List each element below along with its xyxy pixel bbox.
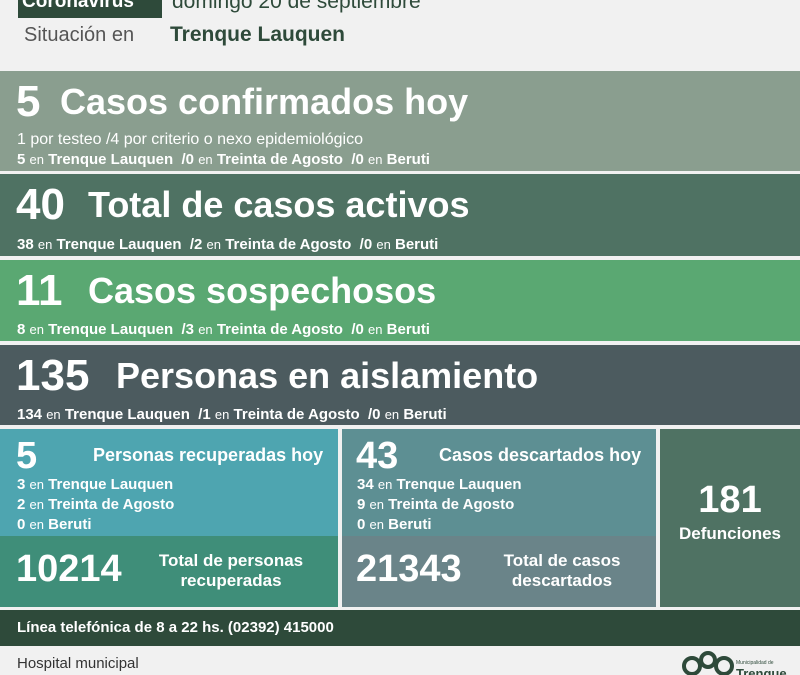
defunciones-title: Defunciones [678,524,782,543]
descartados-box: 43 Casos descartados hoy 34 en Trenque L… [342,429,656,536]
descartados-total-box: 21343 Total de casos descartados [342,536,656,607]
descartados-number: 43 [356,435,399,477]
confirmados-locations: 5 en Trenque Lauquen /0 en Treinta de Ag… [17,151,430,168]
recuperadas-total-box: 10214 Total de personas recuperadas [0,536,338,607]
header-badge: Coronavirus [18,0,162,18]
confirmados-title: Casos confirmados hoy [60,81,469,122]
recuperadas-number: 5 [16,435,38,477]
descartados-total-title: Total de casos descartados [503,551,621,590]
activos-band: 40 Total de casos activos 38 en Trenque … [0,174,800,256]
aislamiento-locations: 134 en Trenque Lauquen /1 en Treinta de … [17,406,447,423]
logo-small-text: Municipalidad de [736,660,774,666]
logo-icon [682,651,734,675]
descartados-title: Casos descartados hoy [439,445,642,465]
recuperadas-row: 0 en Beruti [17,516,92,533]
municipal-logo: Municipalidad de Trenque [682,648,800,675]
recuperadas-box: 5 Personas recuperadas hoy 3 en Trenque … [0,429,338,536]
footer-hospital: Hospital municipal [17,655,139,672]
sospechosos-title: Casos sospechosos [88,270,437,311]
situacion-label: Situación en [24,24,135,46]
descartados-row: 0 en Beruti [357,516,432,533]
recuperadas-row: 3 en Trenque Lauquen [17,476,174,493]
logo-main-text: Trenque [736,666,787,675]
defunciones-number: 181 [698,479,762,521]
descartados-row: 9 en Treinta de Agosto [357,496,515,513]
defunciones-box: 181 Defunciones [660,429,800,607]
sospechosos-locations: 8 en Trenque Lauquen /3 en Treinta de Ag… [17,321,430,338]
phone-line: Línea telefónica de 8 a 22 hs. (02392) 4… [0,610,800,646]
city-name: Trenque Lauquen [170,23,346,46]
recuperadas-row: 2 en Treinta de Agosto [17,496,175,513]
confirmados-detail: 1 por testeo /4 por criterio o nexo epid… [17,131,363,148]
aislamiento-number: 135 [16,351,90,400]
header-date: domingo 20 de septiembre [172,0,421,13]
recuperadas-total: 10214 [16,548,122,590]
recuperadas-total-title: Total de personas recuperadas [158,551,304,590]
sospechosos-number: 11 [16,266,63,315]
aislamiento-band: 135 Personas en aislamiento 134 en Trenq… [0,345,800,425]
sospechosos-band: 11 Casos sospechosos 8 en Trenque Lauque… [0,260,800,341]
activos-title: Total de casos activos [88,184,470,225]
activos-number: 40 [16,180,65,229]
descartados-total: 21343 [356,548,462,590]
activos-locations: 38 en Trenque Lauquen /2 en Treinta de A… [17,236,439,253]
confirmados-band: 5 Casos confirmados hoy 1 por testeo /4 … [0,71,800,171]
aislamiento-title: Personas en aislamiento [116,355,539,396]
recuperadas-title: Personas recuperadas hoy [93,445,324,465]
descartados-row: 34 en Trenque Lauquen [357,476,522,493]
confirmados-number: 5 [16,77,41,126]
